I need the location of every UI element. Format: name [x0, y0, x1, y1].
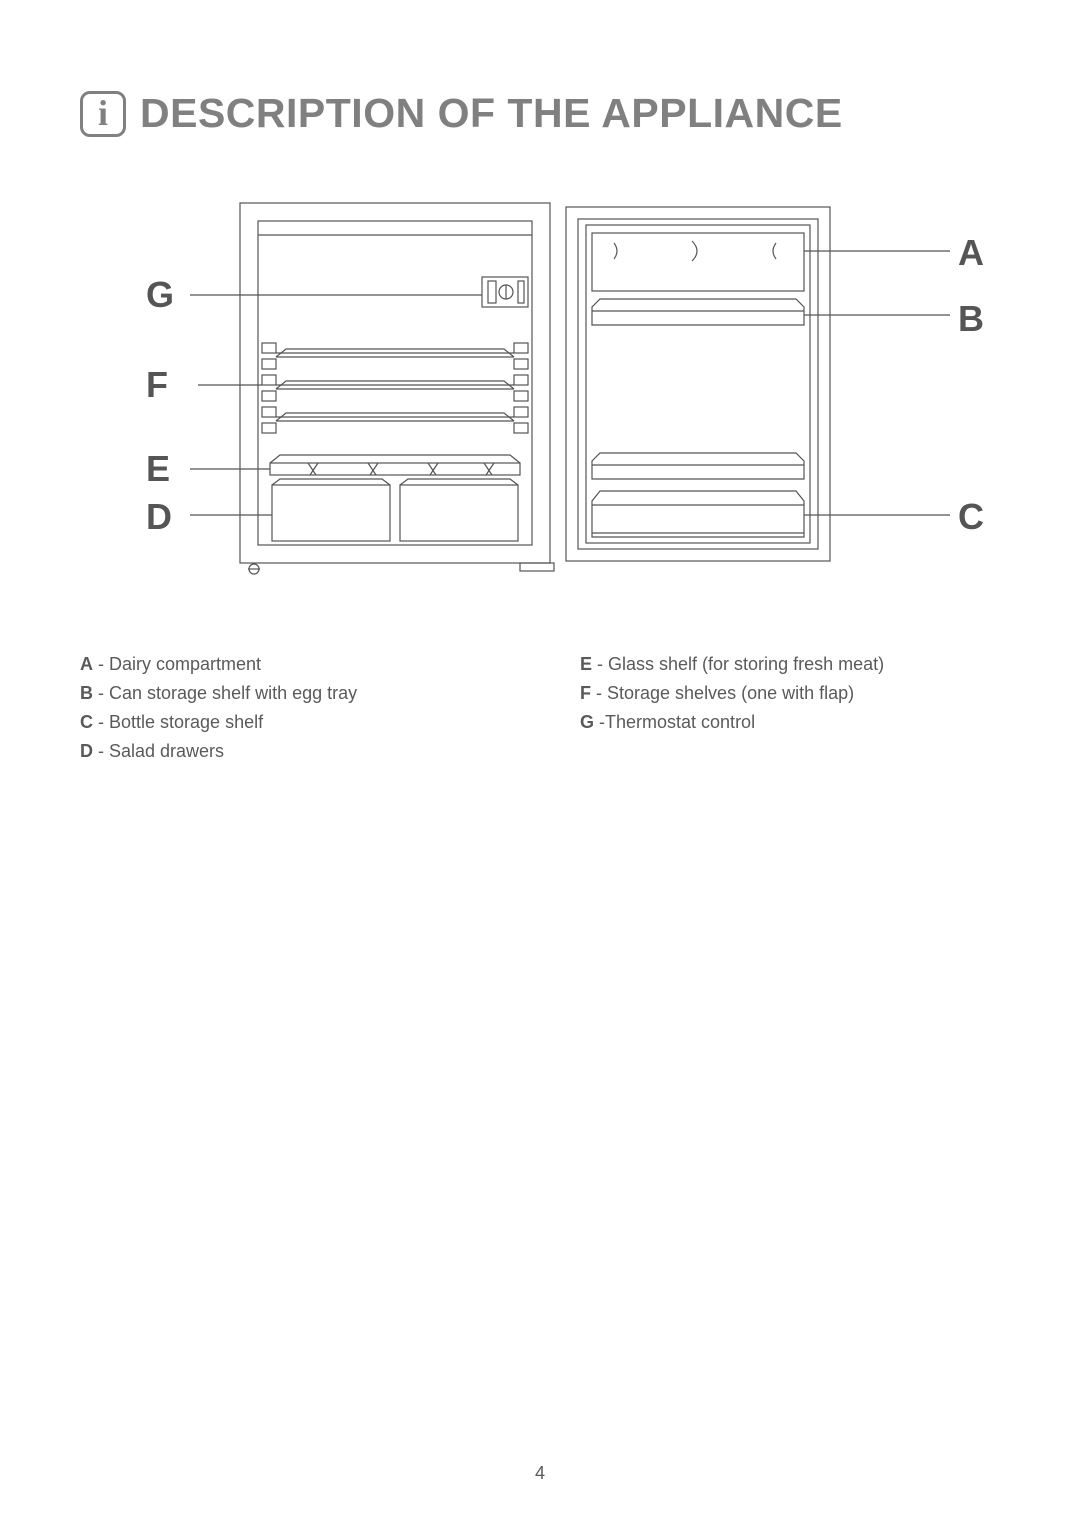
- callout-d: D: [146, 496, 172, 537]
- legend-key: B: [80, 683, 93, 703]
- legend-col-right: E - Glass shelf (for storing fresh meat)…: [580, 651, 1000, 767]
- legend-text: - Salad drawers: [93, 741, 224, 761]
- callout-f: F: [146, 364, 168, 405]
- legend-key: G: [580, 712, 594, 732]
- legend-item: D - Salad drawers: [80, 738, 500, 765]
- legend-key: A: [80, 654, 93, 674]
- legend-text: - Storage shelves (one with flap): [591, 683, 854, 703]
- legend-text: - Dairy compartment: [93, 654, 261, 674]
- page-number: 4: [0, 1463, 1080, 1484]
- legend-text: -Thermostat control: [594, 712, 755, 732]
- legend-item: B - Can storage shelf with egg tray: [80, 680, 500, 707]
- legend-key: C: [80, 712, 93, 732]
- legend-item: A - Dairy compartment: [80, 651, 500, 678]
- diagram-container: G F E D A B C: [80, 185, 1000, 595]
- page: i DESCRIPTION OF THE APPLIANCE: [0, 0, 1080, 1528]
- legend-item: E - Glass shelf (for storing fresh meat): [580, 651, 1000, 678]
- legend-item: F - Storage shelves (one with flap): [580, 680, 1000, 707]
- info-icon-letter: i: [98, 95, 108, 131]
- legend-text: - Bottle storage shelf: [93, 712, 263, 732]
- info-icon: i: [80, 91, 126, 137]
- legend-item: G -Thermostat control: [580, 709, 1000, 736]
- callout-e: E: [146, 448, 170, 489]
- callout-b: B: [958, 298, 984, 339]
- page-title: DESCRIPTION OF THE APPLIANCE: [140, 90, 843, 137]
- legend-key: F: [580, 683, 591, 703]
- legend-text: - Can storage shelf with egg tray: [93, 683, 357, 703]
- legend-text: - Glass shelf (for storing fresh meat): [592, 654, 884, 674]
- callout-g: G: [146, 274, 174, 315]
- appliance-diagram: G F E D A B C: [80, 185, 1000, 595]
- legend-item: C - Bottle storage shelf: [80, 709, 500, 736]
- legend-key: D: [80, 741, 93, 761]
- legend-col-left: A - Dairy compartment B - Can storage sh…: [80, 651, 500, 767]
- legend-key: E: [580, 654, 592, 674]
- callout-c: C: [958, 496, 984, 537]
- callout-a: A: [958, 232, 984, 273]
- heading-row: i DESCRIPTION OF THE APPLIANCE: [80, 90, 1000, 137]
- legend: A - Dairy compartment B - Can storage sh…: [80, 651, 1000, 767]
